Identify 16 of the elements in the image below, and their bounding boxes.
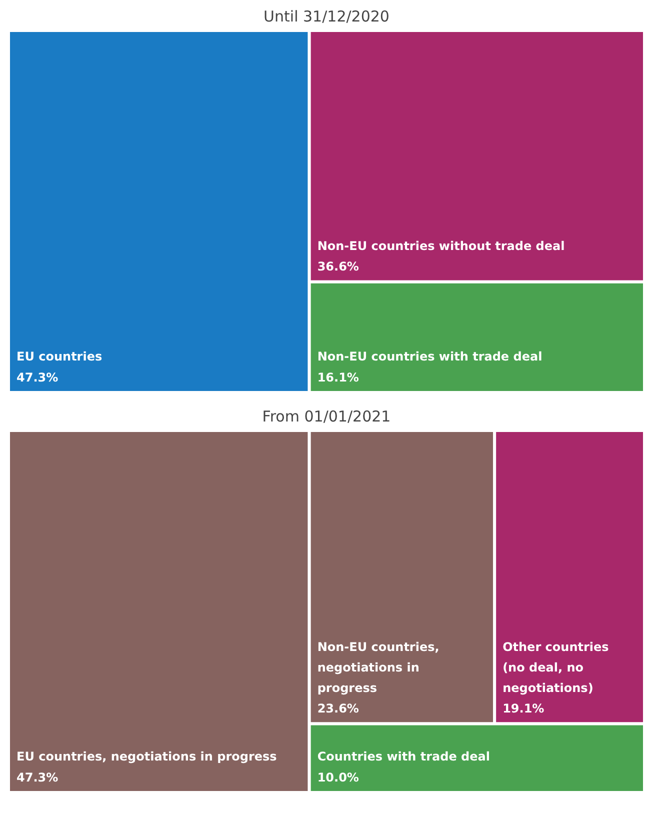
data-label: 16.1% xyxy=(317,370,359,384)
data-label: 36.6% xyxy=(317,260,359,274)
data-label: 23.6% xyxy=(317,702,359,716)
data-label: 47.3% xyxy=(16,370,58,384)
text: Until 31/12/2020 xyxy=(264,8,390,26)
category-label: Countries with trade deal xyxy=(317,750,490,764)
category-label: Non-EU countries, negotiations in progress xyxy=(317,640,440,696)
data-label: 19.1% xyxy=(502,702,544,716)
data-label: 47.3% xyxy=(16,770,58,784)
category-label: Non-EU countries without trade deal xyxy=(317,239,565,254)
category-label: Non-EU countries with trade deal xyxy=(317,350,542,364)
category-label: EU countries, negotiations in progress xyxy=(16,750,277,764)
category-label: Other countries (no deal, no negotiations) xyxy=(502,640,609,696)
category-label: EU countries xyxy=(16,350,102,364)
data-label: 10.0% xyxy=(317,770,359,784)
text: From 01/01/2021 xyxy=(262,408,391,426)
